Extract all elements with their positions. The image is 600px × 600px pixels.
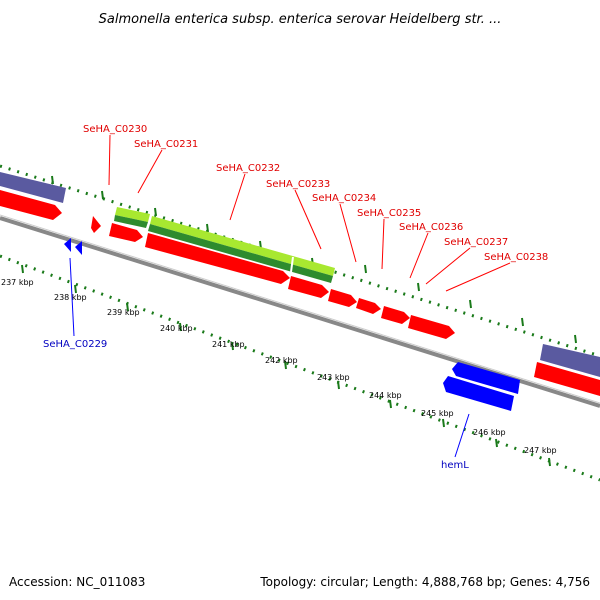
backbone-highlight	[0, 214, 600, 404]
gene-label-text: SeHA_C0229	[43, 339, 107, 350]
gene-label-sehac0233[interactable]: SeHA_C0233	[266, 179, 330, 250]
gene-label-sehac0229[interactable]: SeHA_C0229	[43, 257, 107, 350]
cds-arrow	[356, 298, 381, 314]
gene-label-text: hemL	[441, 460, 469, 471]
gene-label-sehac0238[interactable]: SeHA_C0238	[445, 252, 548, 292]
accession-text: Accession: NC_011083	[9, 575, 145, 589]
gene-label-text: SeHA_C0237	[444, 237, 508, 248]
tick-label: 243 kbp	[317, 373, 350, 382]
summary-text: Topology: circular; Length: 4,888,768 bp…	[259, 575, 590, 589]
feature-light-b	[150, 216, 335, 276]
gene-label-sehac0235[interactable]: SeHA_C0235	[357, 208, 421, 270]
gene-label-text: SeHA_C0235	[357, 208, 421, 219]
tick-label: 245 kbp	[421, 409, 454, 418]
gene-label-sehac0230[interactable]: SeHA_C0230	[83, 124, 147, 186]
tick-label: 240 kbp	[160, 324, 193, 333]
map-title: Salmonella enterica subsp. enterica sero…	[99, 12, 502, 27]
gene-label-sehac0232[interactable]: SeHA_C0232	[216, 163, 280, 221]
cds-arrow	[381, 306, 410, 324]
reverse-gene-labels: SeHA_C0229 hemL	[43, 257, 470, 471]
cds-arrow-reverse	[452, 362, 520, 394]
gene-label-text: SeHA_C0233	[266, 179, 330, 190]
gene-label-text: SeHA_C0230	[83, 124, 147, 135]
rna-feature-left	[0, 172, 66, 203]
feature-separator	[290, 256, 294, 273]
cds-arrow-reverse	[75, 241, 82, 255]
tick-label: 238 kbp	[54, 293, 87, 302]
gene-label-text: SeHA_C0232	[216, 163, 280, 174]
tick-label: 247 kbp	[524, 446, 557, 455]
tick-label: 237 kbp	[1, 278, 34, 287]
cds-arrow	[145, 233, 290, 284]
rna-feature-right	[540, 344, 600, 377]
cds-arrow	[534, 362, 600, 396]
cds-arrow	[408, 315, 455, 339]
gene-label-sehac0231[interactable]: SeHA_C0231	[134, 139, 198, 194]
reverse-cds-track	[64, 238, 520, 411]
gene-label-text: SeHA_C0238	[484, 252, 548, 263]
gene-label-text: SeHA_C0236	[399, 222, 463, 233]
cds-arrow	[288, 276, 329, 298]
inner-tick-marks	[21, 264, 551, 467]
gene-label-sehac0236[interactable]: SeHA_C0236	[399, 222, 463, 279]
gene-label-sehac0234[interactable]: SeHA_C0234	[312, 193, 376, 263]
tick-label: 244 kbp	[369, 391, 402, 400]
gene-label-sehac0237[interactable]: SeHA_C0237	[425, 237, 508, 285]
gene-label-text: SeHA_C0234	[312, 193, 376, 204]
cds-arrow-reverse	[443, 376, 514, 411]
forward-cds-track	[0, 190, 600, 396]
feature-light-a	[115, 207, 150, 222]
axis-labels: 237 kbp 238 kbp 239 kbp 240 kbp 241 kbp …	[1, 278, 557, 455]
cds-arrow	[91, 216, 101, 233]
feature-dark-a	[114, 215, 148, 228]
tick-label: 242 kbp	[265, 356, 298, 365]
forward-gene-labels: SeHA_C0230 SeHA_C0231 SeHA_C0232 SeHA_C0…	[83, 124, 548, 292]
tick-label: 239 kbp	[107, 308, 140, 317]
cds-arrow-reverse	[64, 238, 71, 252]
cds-arrow	[328, 289, 357, 307]
gene-label-text: SeHA_C0231	[134, 139, 198, 150]
cds-arrow	[0, 190, 62, 220]
tick-label: 246 kbp	[473, 428, 506, 437]
gene-label-heml[interactable]: hemL	[441, 413, 470, 471]
cds-arrow	[109, 223, 143, 242]
feature-dark-b	[148, 224, 333, 283]
tick-label: 241 kbp	[212, 340, 245, 349]
